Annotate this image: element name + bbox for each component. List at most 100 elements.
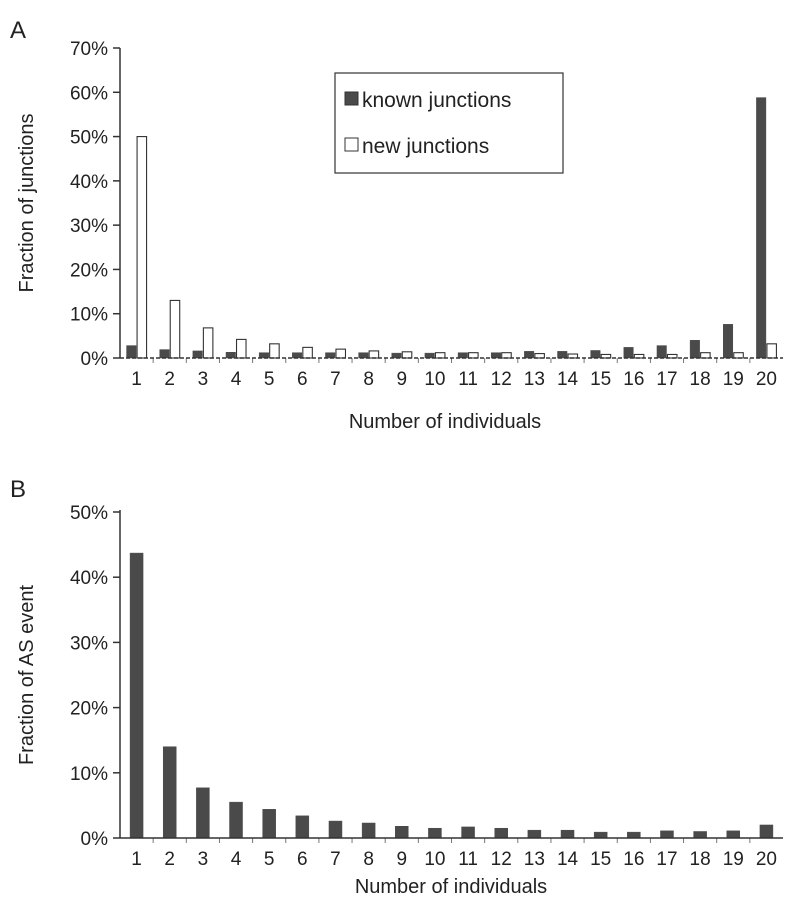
panel-b-x-tick-label: 19	[723, 849, 744, 870]
panel-a-bar-known-junctions-15	[590, 350, 601, 359]
legend-frame	[334, 72, 564, 174]
panel-b-y-tick-label: 40%	[70, 568, 108, 589]
panel-b-bar-series-7	[328, 820, 343, 839]
panel-b-y-tick-label: 50%	[70, 503, 108, 524]
panel-b-chart: 0%10%20%30%40%50%1 2 3 4 5 6 7 8 9 10 11 12 13 14 15 16…	[70, 503, 777, 870]
panel-a-bar-known-junctions-3	[192, 350, 203, 359]
panel-a-y-tick-label: 60%	[70, 83, 108, 104]
panel-a-bar-new-junctions-6	[302, 346, 313, 359]
panel-a-x-tick-label: 5	[264, 369, 275, 390]
panel-a-x-tick-label: 16	[623, 369, 644, 390]
panel-a-x-tick-label: 6	[297, 369, 308, 390]
panel-a-y-axis-title: Fraction of junctions	[16, 114, 38, 293]
panel-a-bar-known-junctions-11	[457, 352, 468, 359]
panel-a-bar-new-junctions-2	[169, 299, 181, 359]
panel-a-y-tick-label: 0%	[81, 349, 109, 370]
panel-b-x-tick-label: 15	[590, 849, 611, 870]
panel-b-x-tick-label: 16	[623, 849, 644, 870]
panel-b-y-tick-label: 10%	[70, 764, 108, 785]
panel-a-legend: known junctions new junctions	[334, 72, 564, 174]
panel-a-bar-new-junctions-10	[434, 352, 446, 359]
panel-a-label: A	[10, 17, 26, 44]
panel-a-y-tick-label: 10%	[70, 305, 108, 326]
panel-b-y-tick-label: 20%	[70, 699, 108, 720]
legend-label-new: new junctions	[362, 135, 489, 158]
panel-b-x-tick-label: 20	[756, 849, 777, 870]
panel-a-bar-new-junctions-19	[733, 352, 744, 359]
panel-a-bar-new-junctions-1	[136, 136, 148, 359]
panel-b-bar-series-13	[527, 829, 542, 839]
panel-a-bar-new-junctions-8	[368, 350, 380, 359]
panel-a-x-tick-label: 7	[330, 369, 341, 390]
panel-a-x-tick-label: 19	[723, 369, 744, 390]
panel-a-x-tick-label: 13	[524, 369, 545, 390]
panel-a-bar-new-junctions-7	[335, 348, 347, 359]
panel-b-bar-series-20	[759, 824, 774, 839]
panel-b-x-tick-label: 1	[131, 849, 142, 870]
panel-b-x-tick-label: 4	[231, 849, 242, 870]
panel-a-x-tick-label: 1	[131, 369, 142, 390]
panel-b-x-tick-label: 10	[424, 849, 445, 870]
panel-a-bar-known-junctions-14	[557, 351, 568, 359]
panel-a-bar-known-junctions-13	[524, 351, 535, 359]
panel-a-x-tick-label: 15	[590, 369, 611, 390]
panel-b-x-tick-label: 11	[458, 849, 478, 870]
panel-b-bar-series-17	[660, 830, 674, 839]
legend-label-known: known junctions	[362, 89, 511, 112]
panel-a-bar-known-junctions-7	[325, 352, 336, 359]
panel-b-bar-series-2	[162, 746, 177, 839]
panel-a-bar-new-junctions-15	[600, 353, 612, 359]
panel-b-x-tick-label: 12	[491, 849, 512, 870]
panel-a-x-tick-label: 20	[756, 369, 777, 390]
panel-a-y-tick-label: 40%	[70, 172, 108, 193]
legend-swatch-new	[344, 137, 359, 152]
panel-a-bar-known-junctions-2	[159, 349, 170, 359]
panel-a-bar-known-junctions-19	[723, 324, 734, 359]
panel-b-bar-series-6	[295, 815, 310, 839]
panel-a-x-tick-label: 8	[363, 369, 374, 390]
panel-b-x-tick-label: 9	[396, 849, 407, 870]
panel-b-bar-series-10	[428, 827, 442, 839]
panel-a-bar-new-junctions-18	[700, 352, 711, 359]
panel-a-x-tick-label: 17	[656, 369, 677, 390]
panel-b-x-tick-label: 18	[690, 849, 711, 870]
panel-b-bar-series-12	[494, 827, 508, 839]
panel-a-y-tick-label: 30%	[70, 216, 108, 237]
panel-b-x-tick-label: 17	[656, 849, 677, 870]
panel-a-bar-new-junctions-9	[401, 351, 413, 359]
panel-a-chart: 0%10%20%30%40%50%60%70%1 2 3 4 5 6 7 8 9 10 11 12 13…	[70, 39, 777, 390]
panel-a-bar-new-junctions-4	[235, 338, 247, 359]
panel-b-bar-series-14	[560, 829, 575, 839]
panel-a-bar-known-junctions-20	[756, 97, 767, 359]
panel-a-bar-new-junctions-20	[766, 343, 777, 359]
panel-b-bar-series-11	[461, 826, 475, 839]
panel-b-bar-series-3	[196, 787, 210, 839]
panel-b-x-tick-label: 3	[198, 849, 209, 870]
panel-b-bar-series-5	[262, 809, 276, 839]
panel-b-bar-series-19	[726, 830, 741, 839]
panel-b-bar-series-8	[361, 822, 376, 839]
panel-b-x-tick-label: 8	[363, 849, 374, 870]
panel-b-bar-series-16	[627, 831, 641, 839]
panel-a-bar-known-junctions-12	[490, 352, 501, 359]
panel-a-x-tick-label: 9	[396, 369, 407, 390]
panel-b-bar-series-1	[129, 552, 144, 839]
panel-a-bar-known-junctions-8	[358, 352, 369, 359]
panel-a-x-tick-label: 12	[491, 369, 512, 390]
panel-b-x-axis-title: Number of individuals	[355, 876, 547, 898]
panel-a-y-tick-label: 20%	[70, 260, 108, 281]
panel-a-x-tick-label: 14	[557, 369, 579, 390]
panel-a-x-tick-label: 4	[231, 369, 242, 390]
panel-a-bar-known-junctions-1	[126, 345, 137, 359]
panel-a-x-tick-label: 3	[198, 369, 209, 390]
panel-a-bar-known-junctions-16	[623, 347, 634, 359]
panel-a-bar-known-junctions-18	[689, 340, 700, 359]
panel-b-x-tick-label: 5	[264, 849, 275, 870]
panel-a-bar-new-junctions-11	[468, 352, 479, 359]
panel-a-bar-new-junctions-13	[534, 353, 545, 359]
panel-a-x-axis-title: Number of individuals	[349, 411, 541, 433]
panel-b-bar-series-18	[693, 831, 707, 839]
panel-b-y-tick-label: 30%	[70, 633, 108, 654]
panel-a-bar-known-junctions-6	[292, 352, 303, 359]
